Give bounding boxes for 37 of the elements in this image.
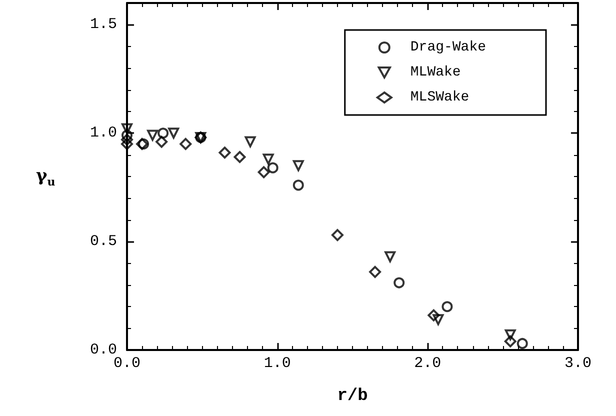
- legend-label: MLSWake: [410, 90, 470, 106]
- legend-label: MLWake: [410, 64, 461, 80]
- point: [292, 180, 304, 191]
- point: [384, 251, 396, 262]
- point: [147, 130, 158, 141]
- point: [369, 266, 382, 278]
- x-tick-label: 1.0: [264, 355, 291, 372]
- point: [258, 166, 270, 178]
- point: [121, 138, 133, 150]
- point: [504, 329, 516, 340]
- y-tick-label: 0.5: [90, 233, 117, 250]
- point: [394, 277, 405, 288]
- legend-label: Drag-Wake: [410, 40, 486, 56]
- point: [122, 130, 132, 141]
- x-axis-title: r/b: [337, 387, 368, 406]
- point: [292, 160, 304, 172]
- point: [234, 150, 246, 163]
- x-tick-label: 3.0: [564, 355, 592, 372]
- point: [504, 335, 516, 348]
- point: [158, 128, 169, 139]
- y-tick-label: 1.0: [90, 124, 117, 142]
- point: [428, 309, 440, 322]
- x-tick-label: 2.0: [414, 355, 442, 372]
- point: [156, 136, 168, 148]
- point: [267, 162, 278, 174]
- point: [244, 136, 256, 148]
- point: [331, 229, 344, 242]
- point: [516, 338, 528, 349]
- y-axis-title: γ$_{u}$: [36, 166, 56, 188]
- point: [432, 314, 444, 326]
- point: [168, 128, 180, 139]
- point: [442, 301, 453, 312]
- point: [262, 154, 274, 165]
- point: [180, 138, 192, 150]
- point: [218, 146, 231, 159]
- y-tick-label: 1.5: [90, 16, 117, 34]
- point: [121, 134, 133, 146]
